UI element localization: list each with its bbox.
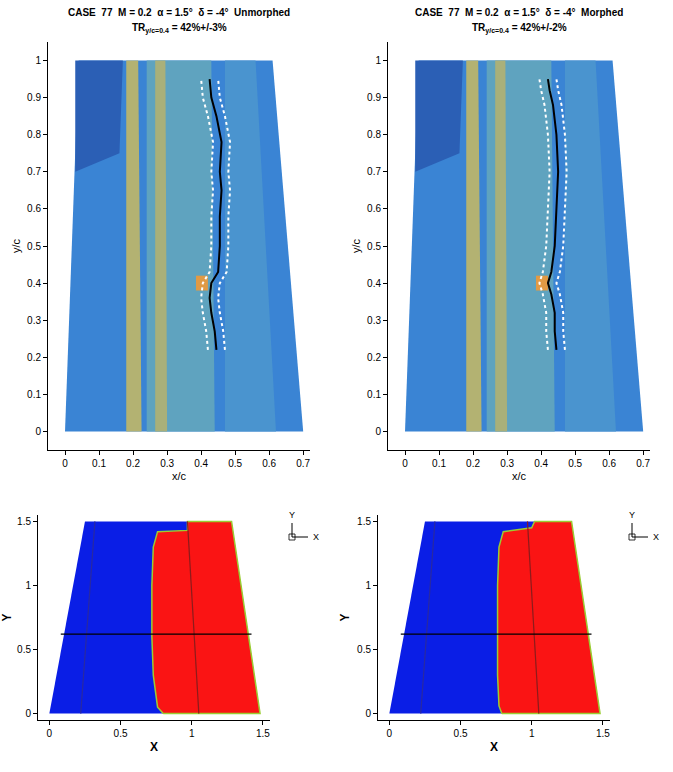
svg-text:0.6: 0.6 — [367, 203, 381, 214]
svg-text:1: 1 — [25, 580, 31, 591]
svg-text:0.2: 0.2 — [27, 352, 41, 363]
svg-text:0.5: 0.5 — [357, 644, 371, 655]
svg-text:0.6: 0.6 — [262, 458, 276, 469]
svg-text:0: 0 — [47, 728, 53, 739]
svg-text:0.7: 0.7 — [296, 458, 310, 469]
svg-text:Y: Y — [629, 510, 635, 520]
svg-text:0.3: 0.3 — [27, 315, 41, 326]
svg-text:1: 1 — [375, 55, 381, 66]
svg-text:Y: Y — [338, 613, 352, 621]
svg-text:x/c: x/c — [172, 470, 187, 482]
svg-text:0.4: 0.4 — [367, 278, 381, 289]
svg-text:X: X — [653, 532, 659, 542]
svg-text:0.9: 0.9 — [367, 92, 381, 103]
svg-text:CASE 77 M = 0.2 α = 1.5° δ: CASE 77 M = 0.2 α = 1.5° δ = -4° Morphed — [415, 7, 623, 18]
svg-text:1: 1 — [189, 728, 195, 739]
svg-text:0.4: 0.4 — [27, 278, 41, 289]
svg-text:0.2: 0.2 — [367, 352, 381, 363]
svg-text:1.5: 1.5 — [596, 728, 610, 739]
svg-text:0.4: 0.4 — [194, 458, 208, 469]
svg-text:1.5: 1.5 — [357, 516, 371, 527]
svg-text:TR​y/c=0.4​ = 42%+/-3%: TR​y/c=0.4​ = 42%+/-3% — [132, 22, 227, 35]
svg-text:0: 0 — [387, 728, 393, 739]
svg-text:0.5: 0.5 — [228, 458, 242, 469]
svg-text:Y: Y — [289, 510, 295, 520]
svg-text:0.1: 0.1 — [92, 458, 106, 469]
svg-text:Y: Y — [0, 613, 14, 621]
svg-text:0.1: 0.1 — [432, 458, 446, 469]
svg-text:0.5: 0.5 — [367, 241, 381, 252]
svg-text:0.5: 0.5 — [17, 644, 31, 655]
svg-text:0.6: 0.6 — [602, 458, 616, 469]
svg-text:0.6: 0.6 — [27, 203, 41, 214]
svg-text:CASE 77 M = 0.2 α = 1.5° δ: CASE 77 M = 0.2 α = 1.5° δ = -4° Unmorph… — [68, 7, 290, 18]
svg-text:0: 0 — [365, 708, 371, 719]
svg-text:0.8: 0.8 — [367, 129, 381, 140]
svg-text:X: X — [313, 532, 319, 542]
svg-text:0.5: 0.5 — [568, 458, 582, 469]
svg-text:1: 1 — [35, 55, 41, 66]
svg-text:1: 1 — [529, 728, 535, 739]
svg-text:0.4: 0.4 — [534, 458, 548, 469]
svg-text:1: 1 — [365, 580, 371, 591]
svg-text:y/c: y/c — [350, 238, 362, 253]
svg-text:0.2: 0.2 — [126, 458, 140, 469]
svg-text:0.9: 0.9 — [27, 92, 41, 103]
svg-text:0: 0 — [62, 458, 68, 469]
svg-text:1.5: 1.5 — [17, 516, 31, 527]
svg-text:0.2: 0.2 — [466, 458, 480, 469]
svg-text:0.5: 0.5 — [454, 728, 468, 739]
svg-text:0.1: 0.1 — [27, 389, 41, 400]
svg-text:0.1: 0.1 — [367, 389, 381, 400]
svg-text:0: 0 — [25, 708, 31, 719]
svg-text:y/c: y/c — [10, 238, 22, 253]
svg-text:0.3: 0.3 — [367, 315, 381, 326]
svg-text:1.5: 1.5 — [256, 728, 270, 739]
svg-text:0.5: 0.5 — [114, 728, 128, 739]
svg-text:0.5: 0.5 — [27, 241, 41, 252]
svg-text:0.8: 0.8 — [27, 129, 41, 140]
svg-text:0.7: 0.7 — [27, 166, 41, 177]
svg-text:0.3: 0.3 — [500, 458, 514, 469]
svg-text:X: X — [150, 740, 158, 754]
svg-text:0.7: 0.7 — [367, 166, 381, 177]
svg-text:0: 0 — [375, 426, 381, 437]
svg-text:0: 0 — [402, 458, 408, 469]
svg-text:0.7: 0.7 — [636, 458, 650, 469]
svg-text:0: 0 — [35, 426, 41, 437]
svg-text:TR​y/c=0.4​ = 42%+/-2%: TR​y/c=0.4​ = 42%+/-2% — [472, 22, 567, 35]
svg-text:x/c: x/c — [512, 470, 527, 482]
svg-text:X: X — [490, 740, 498, 754]
svg-text:0.3: 0.3 — [160, 458, 174, 469]
